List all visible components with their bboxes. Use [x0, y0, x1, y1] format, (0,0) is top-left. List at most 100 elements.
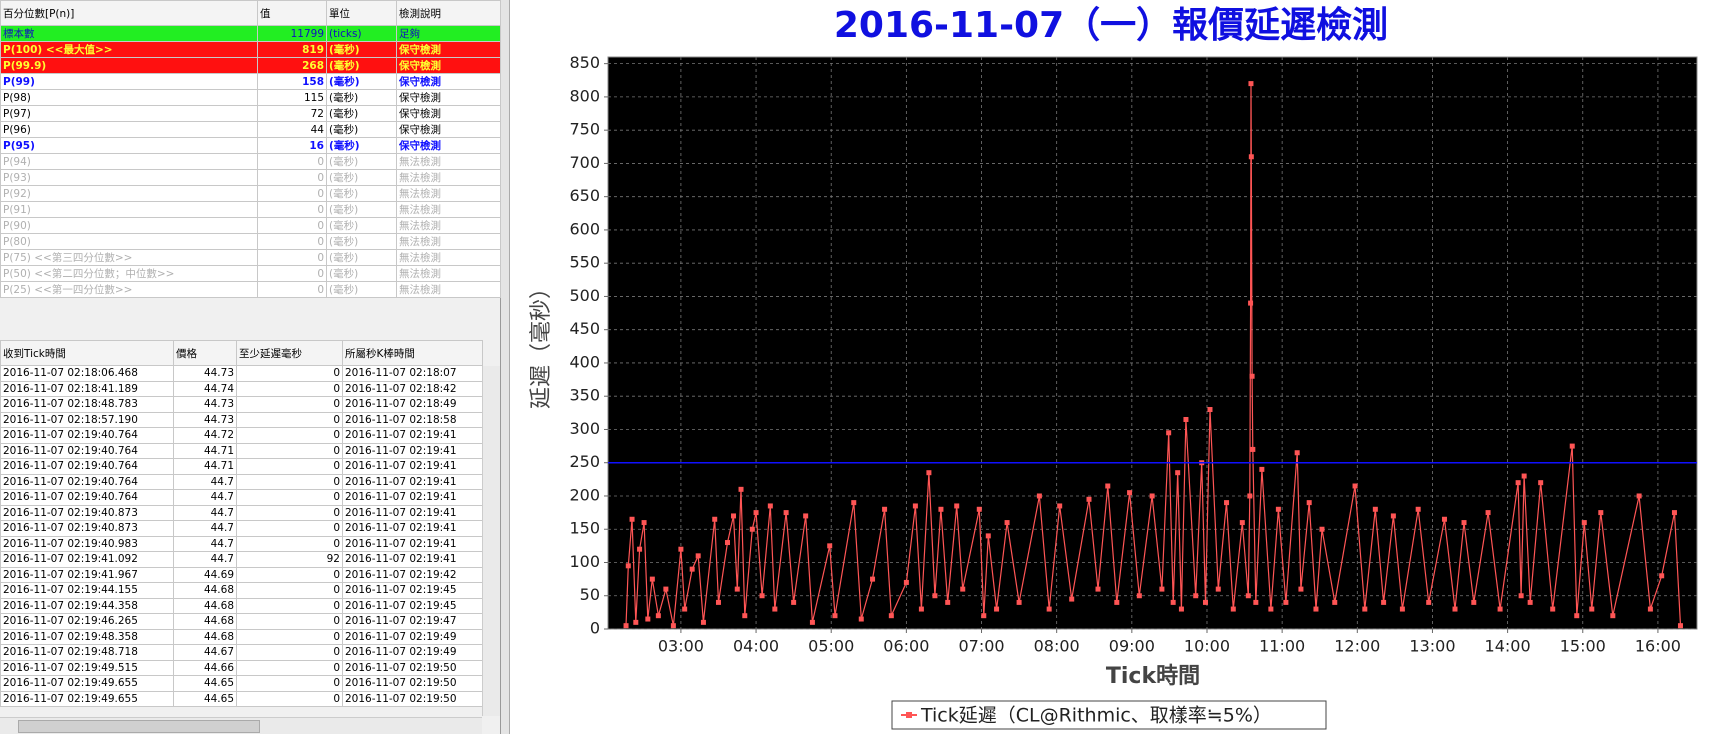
data-point	[1159, 586, 1165, 592]
table-cell: 2016-11-07 02:19:44.155	[0, 582, 174, 599]
table-cell: (毫秒)	[326, 153, 397, 170]
table-cell: 0	[257, 249, 327, 266]
table-cell: 2016-11-07 02:18:48.783	[0, 396, 174, 413]
table-cell: 保守檢測	[396, 73, 501, 90]
y-tick-label: 650	[569, 186, 600, 205]
data-point	[1381, 599, 1387, 605]
data-point	[918, 606, 924, 612]
table-cell: (毫秒)	[326, 73, 397, 90]
data-point	[712, 516, 718, 522]
x-tick-label: 03:00	[658, 637, 704, 656]
table-cell: 標本數	[0, 25, 258, 42]
table-row: 2016-11-07 02:19:48.358 44.68 0 2016-11-07 …	[0, 628, 483, 645]
table-row: P(75) <<第三四分位數>> 0 (毫秒) 無法檢測	[0, 249, 501, 266]
table-cell: 2016-11-07 02:19:40.983	[0, 535, 174, 552]
data-point	[1485, 510, 1491, 516]
y-tick-label: 500	[569, 286, 600, 305]
table-cell: 2016-11-07 02:19:48.718	[0, 644, 174, 661]
tick-table[interactable]: 收到Tick時間 價格 至少延遲毫秒 所屬秒K棒時間 2016-11-07 02:18…	[0, 340, 483, 707]
table-cell: 保守檢測	[396, 137, 501, 154]
table-cell: 44.73	[173, 396, 237, 413]
x-tick-label: 14:00	[1485, 637, 1531, 656]
data-point	[1399, 606, 1405, 612]
x-tick-label: 16:00	[1635, 637, 1681, 656]
splitter[interactable]	[501, 0, 510, 734]
table-cell: 44.74	[173, 380, 237, 397]
table-cell: 2016-11-07 02:19:49	[342, 644, 483, 661]
table-row: P(98) 115 (毫秒) 保守檢測	[0, 89, 501, 106]
data-point	[1247, 493, 1253, 499]
table-cell: (毫秒)	[326, 57, 397, 74]
table-row: P(25) <<第一四分位數>> 0 (毫秒) 無法檢測	[0, 281, 501, 298]
data-point	[1521, 473, 1527, 479]
table-cell: 2016-11-07 02:19:41	[342, 442, 483, 459]
table-cell: (毫秒)	[326, 41, 397, 58]
table-cell: 2016-11-07 02:19:41	[342, 551, 483, 568]
series-line	[625, 83, 1682, 626]
data-point	[749, 526, 755, 532]
horizontal-scrollbar[interactable]	[0, 717, 482, 734]
table-cell: P(94)	[0, 153, 258, 170]
table-cell: 0	[236, 365, 343, 382]
data-point	[700, 619, 706, 625]
vertical-scrollbar[interactable]	[482, 366, 500, 716]
data-point	[1441, 516, 1447, 522]
table-cell: 2016-11-07 02:18:42	[342, 380, 483, 397]
data-point	[1306, 500, 1312, 506]
data-point	[1166, 430, 1172, 436]
table-cell: 0	[236, 380, 343, 397]
data-point	[827, 543, 833, 549]
data-point	[1283, 599, 1289, 605]
table-row: 2016-11-07 02:19:46.265 44.68 0 2016-11-07 …	[0, 613, 483, 630]
table-cell: 2016-11-07 02:19:49.655	[0, 690, 174, 707]
table-cell: 0	[257, 217, 327, 234]
y-tick-label: 850	[569, 53, 600, 72]
legend-box	[891, 700, 1327, 730]
y-tick-label: 800	[569, 86, 600, 105]
table-cell: 無法檢測	[396, 185, 501, 202]
table-header: 收到Tick時間 價格 至少延遲毫秒 所屬秒K棒時間	[0, 340, 483, 366]
table-row: P(95) 16 (毫秒) 保守檢測	[0, 137, 501, 154]
table-row: 2016-11-07 02:19:40.873 44.7 0 2016-11-07 0…	[0, 520, 483, 537]
data-point	[1497, 606, 1503, 612]
column-header: 百分位數[P(n)]	[0, 0, 258, 26]
table-row: P(93) 0 (毫秒) 無法檢測	[0, 169, 501, 186]
scroll-thumb[interactable]	[18, 720, 260, 733]
table-cell: (毫秒)	[326, 281, 397, 298]
column-header: 收到Tick時間	[0, 340, 174, 366]
data-point	[645, 616, 651, 622]
data-point	[1202, 599, 1208, 605]
y-tick-label: 150	[569, 519, 600, 538]
table-cell: 2016-11-07 02:19:40.873	[0, 520, 174, 537]
data-point	[1332, 599, 1338, 605]
table-cell: 0	[236, 659, 343, 676]
data-point	[625, 563, 631, 569]
table-cell: 11799	[257, 25, 327, 42]
table-cell: 44.7	[173, 489, 237, 506]
table-cell: 0	[236, 411, 343, 428]
table-cell: 2016-11-07 02:19:40.764	[0, 489, 174, 506]
data-point	[1004, 520, 1010, 526]
table-cell: P(90)	[0, 217, 258, 234]
x-tick-label: 11:00	[1259, 637, 1305, 656]
data-point	[938, 506, 944, 512]
table-cell: 0	[236, 520, 343, 537]
table-cell: 44.68	[173, 582, 237, 599]
table-cell: (毫秒)	[326, 89, 397, 106]
table-row: 2016-11-07 02:19:41.092 44.7 92 2016-11-07 …	[0, 551, 483, 568]
table-cell: 44.71	[173, 442, 237, 459]
data-point	[1362, 606, 1368, 612]
data-point	[1245, 593, 1251, 599]
table-cell: 44	[257, 121, 327, 138]
data-point	[633, 619, 639, 625]
table-cell: 2016-11-07 02:19:45	[342, 597, 483, 614]
table-cell: P(93)	[0, 169, 258, 186]
table-cell: 無法檢測	[396, 153, 501, 170]
table-cell: 0	[257, 185, 327, 202]
table-cell: 44.66	[173, 659, 237, 676]
table-row: 2016-11-07 02:18:57.190 44.73 0 2016-11-07 …	[0, 411, 483, 428]
left-panel: 百分位數[P(n)] 值單位 檢測說明 標本數 11799 (ticks) 足夠 P(100…	[0, 0, 501, 734]
data-point	[1057, 503, 1063, 509]
x-tick-label: 05:00	[808, 637, 854, 656]
data-point	[1352, 483, 1358, 489]
